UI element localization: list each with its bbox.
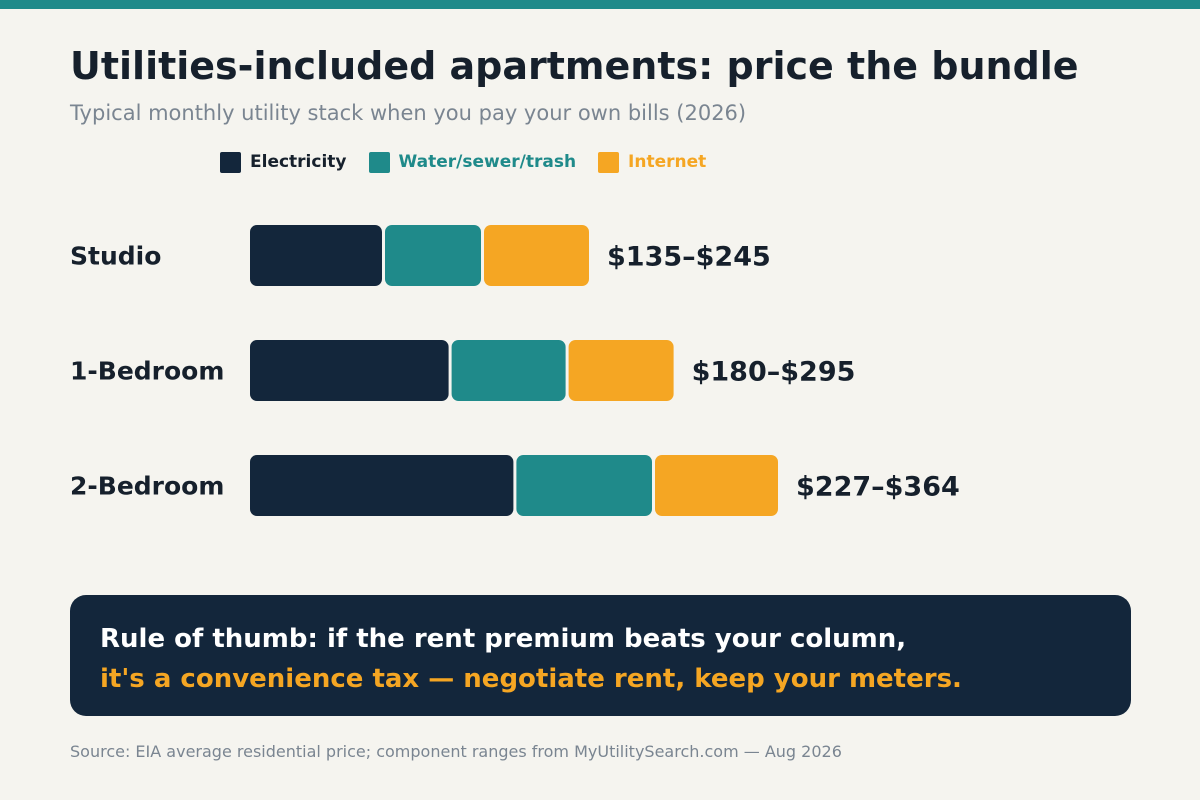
bar-2-bedroom-electricity [250, 455, 514, 516]
legend-item-electricity: Electricity [220, 151, 347, 173]
accent-top-bar [0, 0, 1200, 9]
bar-studio-internet [484, 225, 589, 286]
legend-swatch-internet [598, 151, 620, 173]
range-label-1-bedroom: $180–$295 [692, 357, 856, 388]
bar-2-bedroom-water-sewer-trash [516, 455, 652, 516]
category-label-1-bedroom: 1-Bedroom [70, 357, 224, 386]
legend-swatch-water [368, 151, 390, 173]
bar-1-bedroom-internet [568, 340, 674, 401]
category-label-studio: Studio [70, 242, 161, 271]
bar-2-bedroom-internet [655, 455, 778, 516]
chart-legend: Electricity Water/sewer/trash Internet [220, 151, 728, 173]
legend-swatch-electricity [220, 151, 241, 173]
legend-label-water: Water/sewer/trash [398, 152, 577, 172]
bar-studio-electricity [250, 225, 382, 286]
category-label-2-bedroom: 2-Bedroom [70, 472, 224, 501]
bar-1-bedroom-water-sewer-trash [451, 340, 566, 401]
callout-line-2: it's a convenience tax — negotiate rent,… [100, 664, 962, 694]
chart-subtitle: Typical monthly utility stack when you p… [70, 101, 747, 125]
legend-label-internet: Internet [628, 152, 707, 172]
chart-title: Utilities-included apartments: price the… [70, 44, 1079, 88]
callout-line-1: Rule of thumb: if the rent premium beats… [100, 624, 907, 654]
rule-of-thumb-callout: Rule of thumb: if the rent premium beats… [70, 595, 1131, 716]
legend-label-electricity: Electricity [250, 152, 347, 172]
legend-item-water: Water/sewer/trash [368, 151, 577, 173]
bar-studio-water-sewer-trash [385, 225, 481, 286]
range-label-studio: $135–$245 [607, 242, 771, 273]
stacked-bar-chart: Studio $135–$245 1-Bedroom $180–$295 2-Bedro… [70, 225, 960, 516]
source-note: Source: EIA average residential price; c… [70, 742, 842, 761]
bar-1-bedroom-electricity [250, 340, 449, 401]
legend-item-internet: Internet [598, 151, 707, 173]
range-label-2-bedroom: $227–$364 [796, 472, 960, 503]
